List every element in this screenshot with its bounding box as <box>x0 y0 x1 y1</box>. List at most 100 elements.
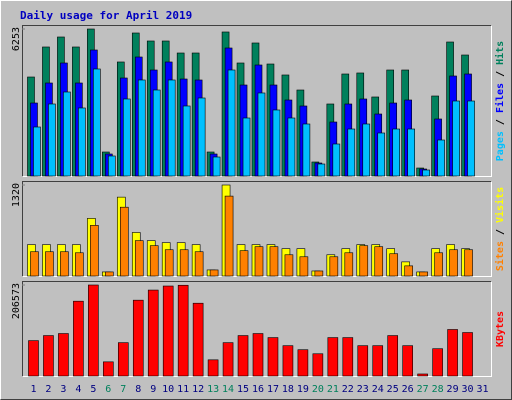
bar <box>45 251 54 277</box>
panel-border-dark <box>22 281 492 377</box>
bar <box>437 139 445 177</box>
bar <box>58 333 69 377</box>
bar <box>254 246 264 277</box>
legend: Pages / Files / Hits <box>494 41 506 161</box>
bar <box>237 335 249 377</box>
bar <box>164 249 174 277</box>
x-tick-label: 21 <box>327 384 339 395</box>
x-tick-label: 29 <box>447 384 459 395</box>
bar <box>149 245 159 277</box>
bar <box>462 332 473 377</box>
panel-border-light <box>22 25 492 177</box>
legend-entry: Visits <box>494 187 506 223</box>
bar <box>404 265 413 277</box>
bar <box>302 123 311 177</box>
legend-entry: Files <box>494 83 506 113</box>
bar <box>287 117 296 177</box>
bar <box>377 132 386 177</box>
bar <box>314 270 324 277</box>
bar <box>434 252 443 277</box>
bar <box>209 269 219 277</box>
x-tick-label: 8 <box>135 384 141 395</box>
bar <box>78 107 86 177</box>
bar <box>152 89 161 177</box>
x-tick-label: 20 <box>312 384 324 395</box>
bar <box>194 251 204 277</box>
bar <box>48 103 56 177</box>
bar <box>117 342 129 377</box>
bar <box>284 254 294 277</box>
x-tick-label: 12 <box>192 384 204 395</box>
legend-separator: / <box>495 113 506 131</box>
x-tick-label: 2 <box>45 384 51 395</box>
bar <box>332 143 341 177</box>
bar <box>392 128 401 177</box>
x-tick-label: 23 <box>357 384 369 395</box>
bar <box>282 345 294 377</box>
x-tick-label: 27 <box>417 384 429 395</box>
legend-separator: / <box>495 65 506 83</box>
bar <box>73 300 84 377</box>
bar <box>242 117 251 177</box>
bar <box>162 285 174 377</box>
panel-border-dark <box>22 181 492 277</box>
bar <box>132 299 144 377</box>
legend: KBytes <box>495 311 506 347</box>
x-tick-label: 4 <box>75 384 81 395</box>
y-tick-label: 6253 <box>11 27 22 51</box>
bar <box>359 245 369 277</box>
bar <box>372 345 384 377</box>
x-tick-label: 28 <box>432 384 444 395</box>
panel-border-light <box>22 181 492 277</box>
x-tick-label: 25 <box>387 384 399 395</box>
x-tick-label: 10 <box>162 384 174 395</box>
bar <box>63 91 71 177</box>
bar <box>28 340 39 377</box>
bar <box>342 337 354 377</box>
bar <box>327 337 339 377</box>
bar <box>449 249 458 277</box>
legend-entry: Pages <box>495 131 506 161</box>
bar <box>197 97 206 177</box>
bar <box>30 251 39 277</box>
bar <box>182 105 191 177</box>
bar <box>432 348 443 377</box>
bar <box>119 206 129 277</box>
bar <box>407 128 415 177</box>
y-tick-label: 206573 <box>11 283 22 319</box>
bar <box>177 284 189 377</box>
legend: Sites / Visits <box>494 187 506 271</box>
bar <box>422 169 430 177</box>
bar <box>43 335 54 377</box>
bar <box>419 271 428 277</box>
bar <box>329 256 339 277</box>
bar <box>269 246 279 277</box>
bar <box>252 333 264 377</box>
bar <box>147 289 159 377</box>
panel-border-light <box>22 281 492 377</box>
legend-entry: Sites <box>494 241 506 271</box>
x-tick-label: 24 <box>372 384 384 395</box>
bar <box>103 361 114 377</box>
bar <box>222 342 234 377</box>
bar <box>402 345 413 377</box>
bar <box>362 123 371 177</box>
bar <box>452 100 460 177</box>
x-tick-label: 1 <box>30 384 36 395</box>
x-tick-label: 11 <box>177 384 189 395</box>
bar <box>122 98 131 177</box>
x-tick-label: 15 <box>237 384 249 395</box>
bar <box>88 284 99 377</box>
x-tick-label: 3 <box>60 384 66 395</box>
bar <box>167 79 176 177</box>
bar <box>179 249 189 277</box>
bar <box>267 337 279 377</box>
x-tick-label: 22 <box>342 384 354 395</box>
x-tick-label: 18 <box>282 384 294 395</box>
bar <box>224 195 234 277</box>
bar <box>212 156 221 177</box>
bar <box>105 271 114 277</box>
legend-entry: KBytes <box>495 311 506 347</box>
